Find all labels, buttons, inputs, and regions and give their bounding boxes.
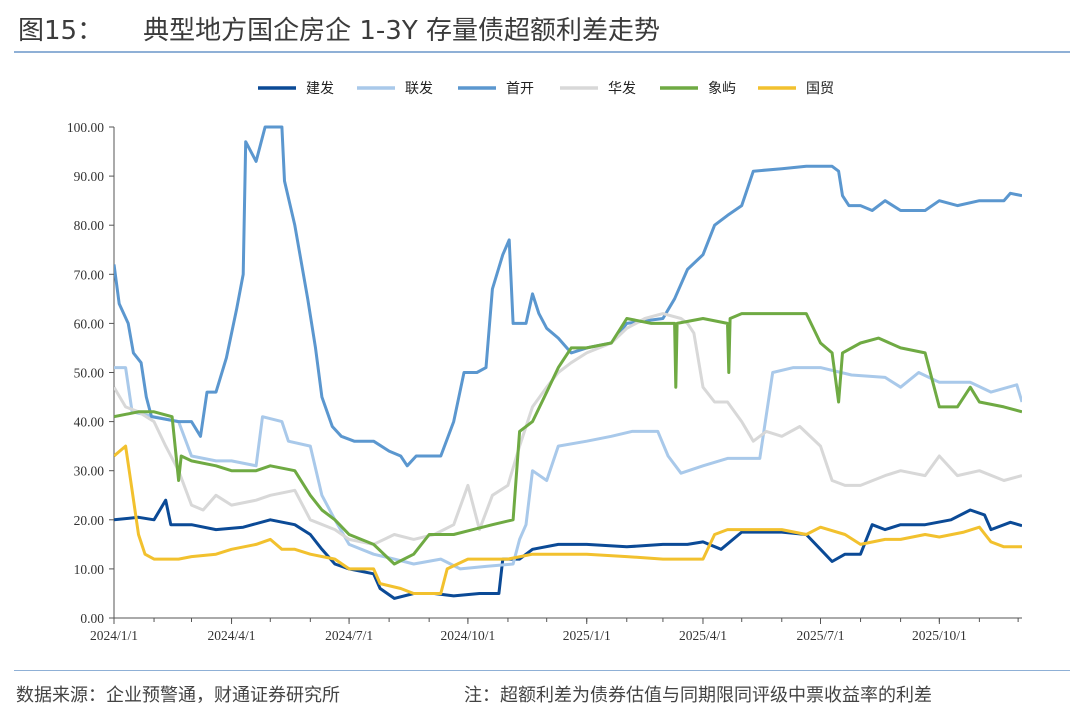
series-group	[114, 125, 1022, 600]
y-tick-label: 0.00	[80, 611, 104, 626]
y-tick-label: 80.00	[74, 218, 105, 233]
legend-label: 首开	[506, 81, 534, 97]
source-note: 数据来源：企业预警通，财通证券研究所	[16, 685, 340, 706]
figure-caption: 典型地方国企房企 1-3Y 存量债超额利差走势	[143, 16, 660, 46]
figure-number: 图15：	[18, 16, 104, 46]
y-tick-label: 20.00	[74, 513, 105, 528]
x-tick-label: 2025/1/1	[563, 628, 611, 643]
y-tick-label: 90.00	[74, 169, 105, 184]
y-tick-label: 100.00	[67, 120, 104, 135]
y-tick-label: 40.00	[74, 415, 105, 430]
x-tick-label: 2024/1/1	[90, 628, 138, 643]
x-tick-label: 2024/7/1	[325, 628, 373, 643]
chart-footnote: 注：超额利差为债券估值与同期限同评级中票收益率的利差	[464, 685, 932, 706]
title-divider	[14, 51, 1070, 53]
x-tick-label: 2025/7/1	[797, 628, 845, 643]
series-line-5	[114, 444, 1022, 595]
x-tick-label: 2025/4/1	[679, 628, 727, 643]
series-line-0	[114, 498, 1022, 600]
legend-label: 国贸	[806, 81, 834, 97]
footer-divider	[14, 670, 1070, 671]
figure-title: 图15： 典型地方国企房企 1-3Y 存量债超额利差走势	[18, 10, 660, 47]
y-tick-label: 60.00	[74, 316, 105, 331]
series-line-3	[114, 312, 1022, 546]
legend-label: 建发	[306, 81, 334, 97]
x-tick-label: 2024/4/1	[208, 628, 256, 643]
x-tick-label: 2024/10/1	[441, 628, 496, 643]
legend-label: 象屿	[708, 81, 736, 97]
series-line-4	[114, 312, 1022, 566]
legend-label: 联发	[405, 81, 433, 97]
y-tick-label: 30.00	[74, 464, 105, 479]
y-tick-label: 70.00	[74, 267, 105, 282]
series-line-1	[114, 366, 1022, 571]
series-line-2	[114, 125, 1022, 468]
y-tick-label: 10.00	[74, 562, 105, 577]
x-tick-label: 2025/10/1	[912, 628, 967, 643]
y-tick-label: 50.00	[74, 366, 105, 381]
legend-label: 华发	[608, 81, 636, 97]
